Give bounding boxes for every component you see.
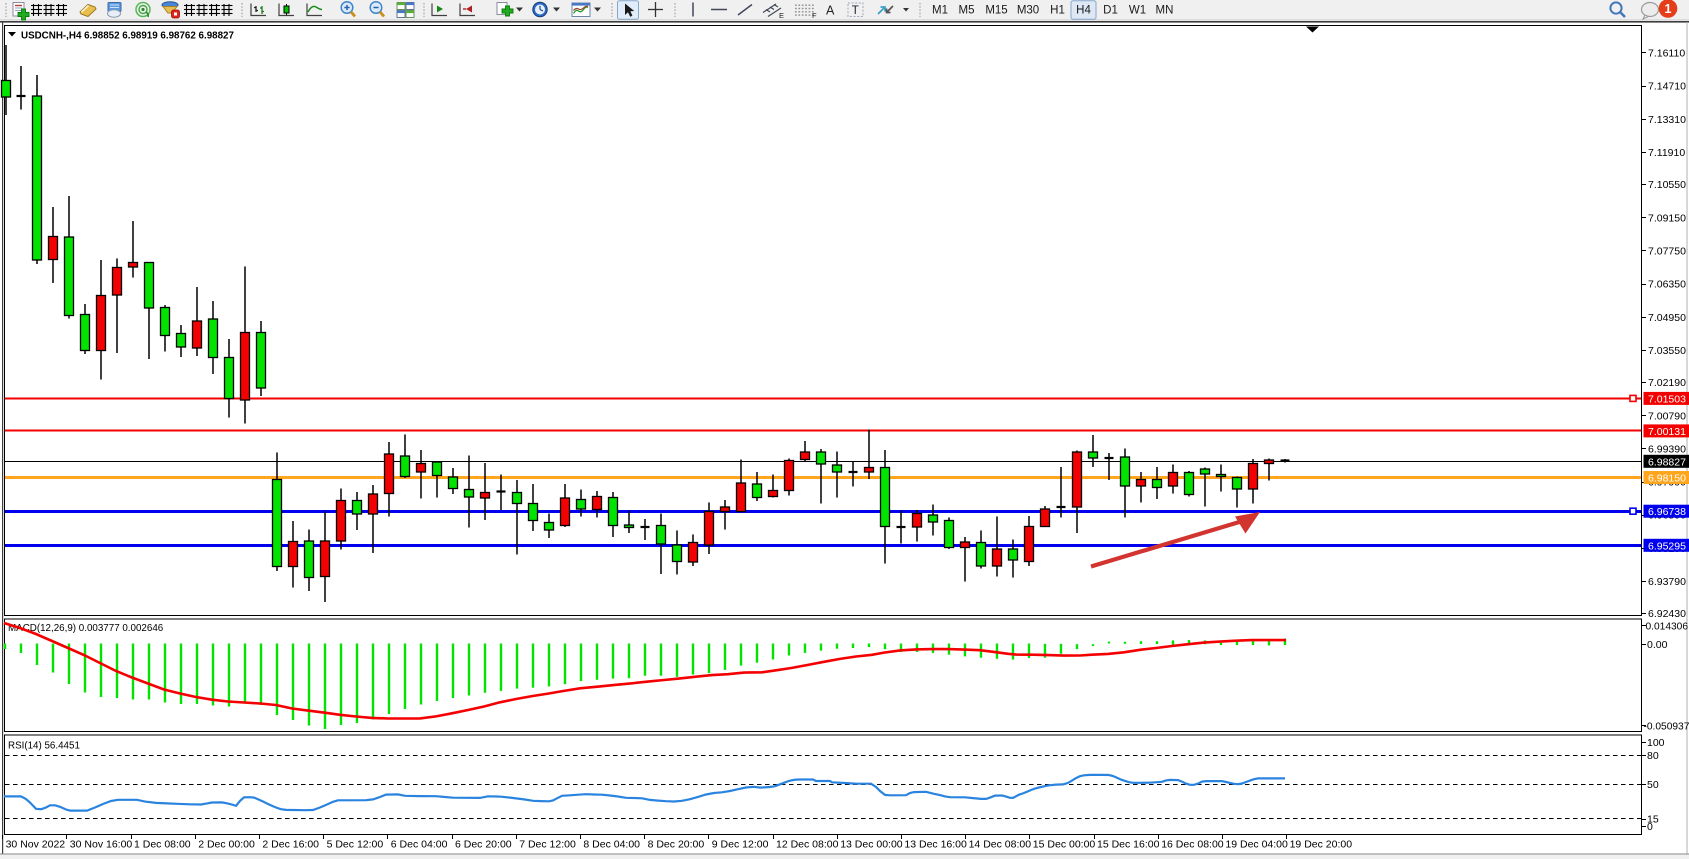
svg-text:7.07750: 7.07750 xyxy=(1648,246,1686,258)
svg-text:6.95295: 6.95295 xyxy=(1648,540,1686,552)
svg-text:15 Dec 00:00: 15 Dec 00:00 xyxy=(1033,839,1096,851)
svg-text:13 Dec 16:00: 13 Dec 16:00 xyxy=(904,839,967,851)
svg-text:2 Dec 16:00: 2 Dec 16:00 xyxy=(262,839,319,851)
svg-text:7.06350: 7.06350 xyxy=(1648,279,1686,291)
svg-text:7 Dec 12:00: 7 Dec 12:00 xyxy=(519,839,576,851)
svg-text:6.99390: 6.99390 xyxy=(1648,443,1686,455)
svg-text:7.13310: 7.13310 xyxy=(1648,114,1686,126)
svg-text:1: 1 xyxy=(1665,2,1672,16)
svg-text:6.98827: 6.98827 xyxy=(1648,456,1686,468)
svg-text:M15: M15 xyxy=(985,5,1007,17)
svg-text:0.00: 0.00 xyxy=(1647,639,1668,651)
svg-text:14 Dec 08:00: 14 Dec 08:00 xyxy=(969,839,1032,851)
svg-text:6.92430: 6.92430 xyxy=(1648,608,1686,620)
svg-text:7.00131: 7.00131 xyxy=(1648,426,1686,438)
svg-text:-0.050937: -0.050937 xyxy=(1644,721,1689,732)
svg-text:M5: M5 xyxy=(959,5,975,17)
svg-text:7.09150: 7.09150 xyxy=(1648,212,1686,224)
svg-text:RSI(14) 56.4451: RSI(14) 56.4451 xyxy=(8,741,80,752)
svg-text:A: A xyxy=(826,4,835,18)
svg-text:6.96738: 6.96738 xyxy=(1648,506,1686,518)
svg-text:H1: H1 xyxy=(1050,5,1065,17)
svg-text:15: 15 xyxy=(1647,814,1659,826)
svg-text:0: 0 xyxy=(1647,821,1653,833)
svg-text:M30: M30 xyxy=(1017,5,1039,17)
svg-text:F: F xyxy=(812,11,817,20)
svg-text:9 Dec 12:00: 9 Dec 12:00 xyxy=(712,839,769,851)
svg-text:M1: M1 xyxy=(932,5,948,17)
svg-text:19 Dec 04:00: 19 Dec 04:00 xyxy=(1225,839,1288,851)
svg-text:7.14710: 7.14710 xyxy=(1648,81,1686,93)
svg-text:7.11910: 7.11910 xyxy=(1648,147,1685,159)
svg-text:8 Dec 04:00: 8 Dec 04:00 xyxy=(583,839,640,851)
svg-text:7.01503: 7.01503 xyxy=(1648,393,1686,405)
svg-text:H4: H4 xyxy=(1076,5,1091,17)
svg-text:7.16110: 7.16110 xyxy=(1648,48,1685,60)
svg-text:E: E xyxy=(779,11,784,20)
svg-text:13 Dec 00:00: 13 Dec 00:00 xyxy=(840,839,903,851)
svg-text:19 Dec 20:00: 19 Dec 20:00 xyxy=(1290,839,1353,851)
svg-text:15 Dec 16:00: 15 Dec 16:00 xyxy=(1097,839,1160,851)
svg-text:1 Dec 08:00: 1 Dec 08:00 xyxy=(134,839,191,851)
svg-text:7.10550: 7.10550 xyxy=(1648,179,1686,191)
svg-text:7.03550: 7.03550 xyxy=(1648,345,1686,357)
svg-text:100: 100 xyxy=(1647,737,1665,749)
svg-text:D1: D1 xyxy=(1103,5,1118,17)
svg-text:6.98150: 6.98150 xyxy=(1648,473,1686,485)
svg-text:MN: MN xyxy=(1156,5,1174,17)
svg-text:12 Dec 08:00: 12 Dec 08:00 xyxy=(776,839,839,851)
svg-text:T: T xyxy=(852,5,859,17)
svg-text:5 Dec 12:00: 5 Dec 12:00 xyxy=(327,839,384,851)
svg-text:80: 80 xyxy=(1647,750,1659,762)
svg-text:7.02190: 7.02190 xyxy=(1648,377,1686,389)
svg-text:2 Dec 00:00: 2 Dec 00:00 xyxy=(198,839,255,851)
svg-text:16 Dec 08:00: 16 Dec 08:00 xyxy=(1161,839,1224,851)
svg-text:W1: W1 xyxy=(1129,5,1146,17)
svg-text:6 Dec 20:00: 6 Dec 20:00 xyxy=(455,839,512,851)
svg-text:50: 50 xyxy=(1647,779,1659,791)
svg-text:6.93790: 6.93790 xyxy=(1648,576,1686,588)
svg-text:8 Dec 20:00: 8 Dec 20:00 xyxy=(648,839,705,851)
svg-text:MACD(12,26,9) 0.003777 0.00264: MACD(12,26,9) 0.003777 0.002646 xyxy=(8,623,164,634)
svg-text:USDCNH-,H4 6.98852 6.98919 6.: USDCNH-,H4 6.98852 6.98919 6.98762 6.988… xyxy=(21,31,235,42)
svg-text:7.04950: 7.04950 xyxy=(1648,312,1686,324)
svg-text:0.014306: 0.014306 xyxy=(1646,622,1689,633)
svg-text:6 Dec 04:00: 6 Dec 04:00 xyxy=(391,839,448,851)
svg-text:30 Nov 2022: 30 Nov 2022 xyxy=(6,839,66,851)
svg-text:7.00790: 7.00790 xyxy=(1648,410,1686,422)
svg-text:30 Nov 16:00: 30 Nov 16:00 xyxy=(70,839,133,851)
